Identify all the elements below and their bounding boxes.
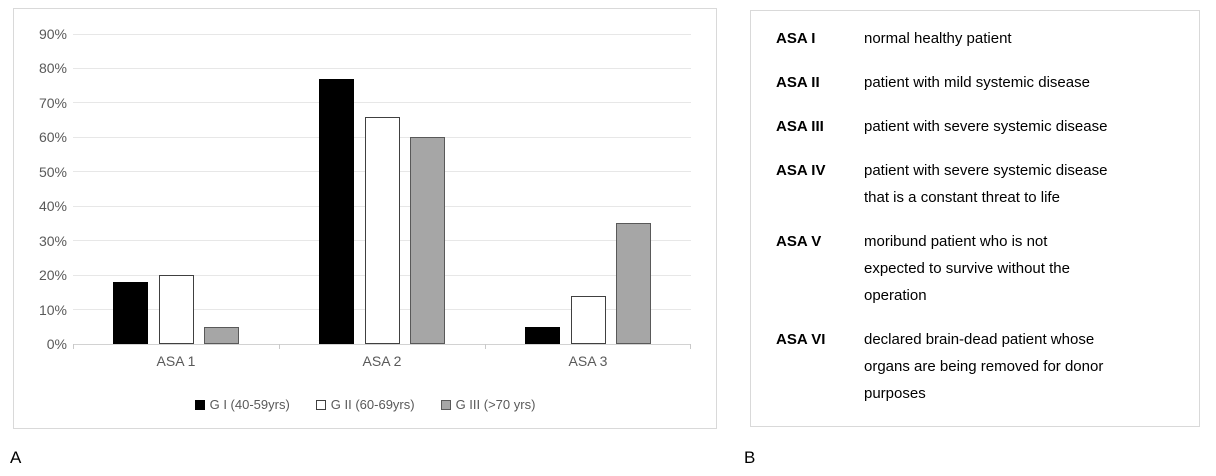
legend-label: G III (>70 yrs) [455,397,536,412]
x-axis-tickmark [279,344,280,349]
asa-definition: patient with severe systemic disease tha… [864,162,1108,206]
bar-g-iii-(>70-yrs)-asa-1 [204,326,239,344]
plot-area [73,33,691,349]
y-axis-tick-label: 70% [38,94,67,111]
asa-definition: patient with mild systemic disease [864,74,1090,91]
gridline [73,102,691,104]
y-axis-tick-label: 0% [46,336,67,352]
gridline [73,33,691,35]
y-axis-tick-label: 50% [38,163,67,180]
asa-row: ASA VI declared brain-dead patient whose… [776,326,1183,407]
x-axis-tickmark [690,344,691,349]
bar-g-ii-(60-69yrs)-asa-2 [364,116,400,344]
y-axis-tick-label: 80% [38,60,67,77]
bar-g-i-(40-59yrs)-asa-3 [525,326,560,344]
bar-g-iii-(>70-yrs)-asa-3 [616,223,651,344]
chart-legend: G I (40-59yrs) G II (60-69yrs) G III (>70 … [14,397,716,412]
x-axis-tickmark [73,344,74,349]
asa-definition: normal healthy patient [864,30,1012,47]
y-axis-tick-label: 40% [38,198,67,215]
asa-row: ASA I normal healthy patient [776,25,1183,52]
asa-term: ASA VI [776,331,826,348]
bar-g-iii-(>70-yrs)-asa-2 [410,137,445,344]
legend-label: G II (60-69yrs) [330,397,415,412]
asa-term: ASA V [776,233,822,250]
y-axis-tick-label: 20% [38,267,67,284]
bar-g-i-(40-59yrs)-asa-1 [113,282,148,344]
legend-item: G II (60-69yrs) [315,397,415,412]
asa-term: ASA IV [776,162,826,179]
legend-swatch [440,399,451,410]
asa-term: ASA II [776,74,820,91]
x-axis-category-label: ASA 1 [156,353,196,369]
bar-g-ii-(60-69yrs)-asa-1 [158,275,194,344]
asa-definition: patient with severe systemic disease [864,118,1108,135]
asa-row: ASA IV patient with severe systemic dise… [776,157,1183,211]
x-axis-tickmark [485,344,486,349]
legend-swatch [194,399,205,410]
y-axis-tick-label: 90% [38,26,67,42]
legend-item: G III (>70 yrs) [440,397,536,412]
asa-definition: moribund patient who is not expected to … [864,233,1070,304]
y-axis-tick-label: 10% [38,301,67,318]
asa-term: ASA I [776,30,816,47]
bar-g-i-(40-59yrs)-asa-2 [319,78,354,344]
y-axis-tick-label: 60% [38,129,67,146]
x-axis-category-label: ASA 3 [568,353,608,369]
asa-row: ASA II patient with mild systemic diseas… [776,69,1183,96]
legend-item: G I (40-59yrs) [194,397,290,412]
legend-label: G I (40-59yrs) [209,397,290,412]
asa-row: ASA III patient with severe systemic dis… [776,113,1183,140]
asa-row: ASA V moribund patient who is not expect… [776,228,1183,309]
asa-definition: declared brain-dead patient whose organs… [864,331,1104,402]
y-axis-tick-label: 30% [38,232,67,249]
figure-label-b: B [744,448,756,467]
figure-label-a: A [10,448,22,467]
bar-g-ii-(60-69yrs)-asa-3 [570,295,606,344]
bar-chart-panel: G I (40-59yrs) G II (60-69yrs) G III (>70 … [13,8,717,429]
asa-term: ASA III [776,118,824,135]
gridline [73,67,691,69]
asa-definitions-panel: ASA I normal healthy patient ASA II pati… [750,10,1200,427]
legend-swatch [315,399,326,410]
x-axis-category-label: ASA 2 [362,353,402,369]
